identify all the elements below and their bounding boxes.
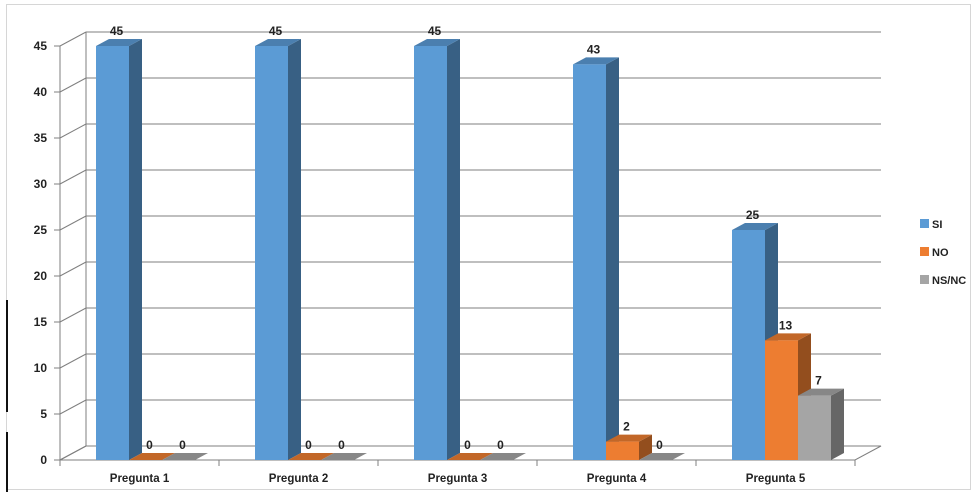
bar-side (831, 388, 844, 460)
legend: SI NO NS/NC (920, 219, 966, 287)
x-tick-label: Pregunta 5 (746, 473, 806, 485)
data-label: 0 (464, 438, 471, 452)
bar-top (414, 39, 460, 46)
y-tick-label: 25 (34, 223, 48, 237)
bar (732, 230, 765, 460)
data-label: 45 (269, 24, 283, 38)
bar-top (288, 453, 334, 460)
data-label: 13 (779, 318, 793, 332)
bar-top (321, 453, 367, 460)
left-edge-mark (6, 300, 8, 412)
y-tick-label: 5 (40, 407, 47, 421)
data-label: 0 (305, 438, 312, 452)
x-tick-label: Pregunta 2 (269, 473, 328, 485)
x-tick-label: Pregunta 1 (110, 473, 170, 485)
bar-top (606, 434, 652, 442)
bar-top (447, 453, 493, 460)
bars (96, 39, 844, 461)
bar (414, 46, 447, 460)
legend-label: SI (932, 219, 942, 231)
y-tick-label: 10 (34, 361, 48, 375)
bar-side (639, 434, 652, 460)
y-tick-label: 40 (34, 85, 48, 99)
bar (573, 64, 606, 461)
data-label: 0 (338, 438, 345, 452)
left-edge-mark (6, 432, 8, 492)
data-label: 0 (497, 438, 504, 452)
bar-side (447, 39, 460, 460)
bar-side (129, 39, 142, 460)
data-label: 43 (587, 42, 601, 56)
bar-top (765, 333, 811, 341)
bar (765, 340, 798, 460)
y-tick-label: 15 (34, 315, 48, 329)
x-tick-label: Pregunta 4 (587, 473, 647, 485)
gridline-diagonal (59, 123, 87, 139)
bar-top (255, 39, 301, 46)
bar-top (573, 57, 619, 65)
y-tick-label: 45 (34, 39, 48, 53)
gridline-diagonal (59, 31, 87, 47)
legend-swatch (920, 275, 929, 284)
legend-swatch (920, 219, 929, 228)
data-label: 25 (746, 208, 760, 222)
bar (798, 395, 831, 460)
gridline-diagonal (59, 77, 87, 93)
bar-top (480, 453, 526, 460)
y-tick-label: 0 (40, 453, 47, 467)
bar-side (288, 39, 301, 460)
x-tick-label: Pregunta 3 (428, 473, 487, 485)
bar (96, 46, 129, 460)
y-tick-label: 35 (34, 131, 48, 145)
data-label: 7 (815, 374, 822, 388)
y-tick-label: 30 (34, 177, 48, 191)
data-label: 45 (110, 24, 124, 38)
data-label: 0 (656, 438, 663, 452)
data-label: 2 (623, 420, 630, 434)
gridline-diagonal (59, 261, 87, 277)
gridline-diagonal (59, 399, 87, 415)
bar-top (129, 453, 175, 460)
data-label: 0 (146, 438, 153, 452)
legend-label: NS/NC (932, 275, 966, 287)
data-label: 0 (179, 438, 186, 452)
bar-top (639, 453, 685, 460)
bar-top (798, 388, 844, 396)
gridline-diagonal (59, 307, 87, 323)
bar-top (96, 39, 142, 46)
data-label: 45 (428, 24, 442, 38)
bar (255, 46, 288, 460)
bar (606, 441, 639, 460)
data-labels: 45 0 0 45 0 0 45 0 0 43 2 0 25 13 7 (110, 24, 822, 452)
gridline-diagonal (59, 215, 87, 231)
bar-top (162, 453, 208, 460)
y-tick-label: 20 (34, 269, 48, 283)
legend-label: NO (932, 247, 949, 259)
gridline-diagonal (59, 169, 87, 185)
bar-top (732, 223, 778, 230)
legend-swatch (920, 247, 929, 256)
bar-side (606, 57, 619, 461)
gridline-diagonal (59, 353, 87, 369)
